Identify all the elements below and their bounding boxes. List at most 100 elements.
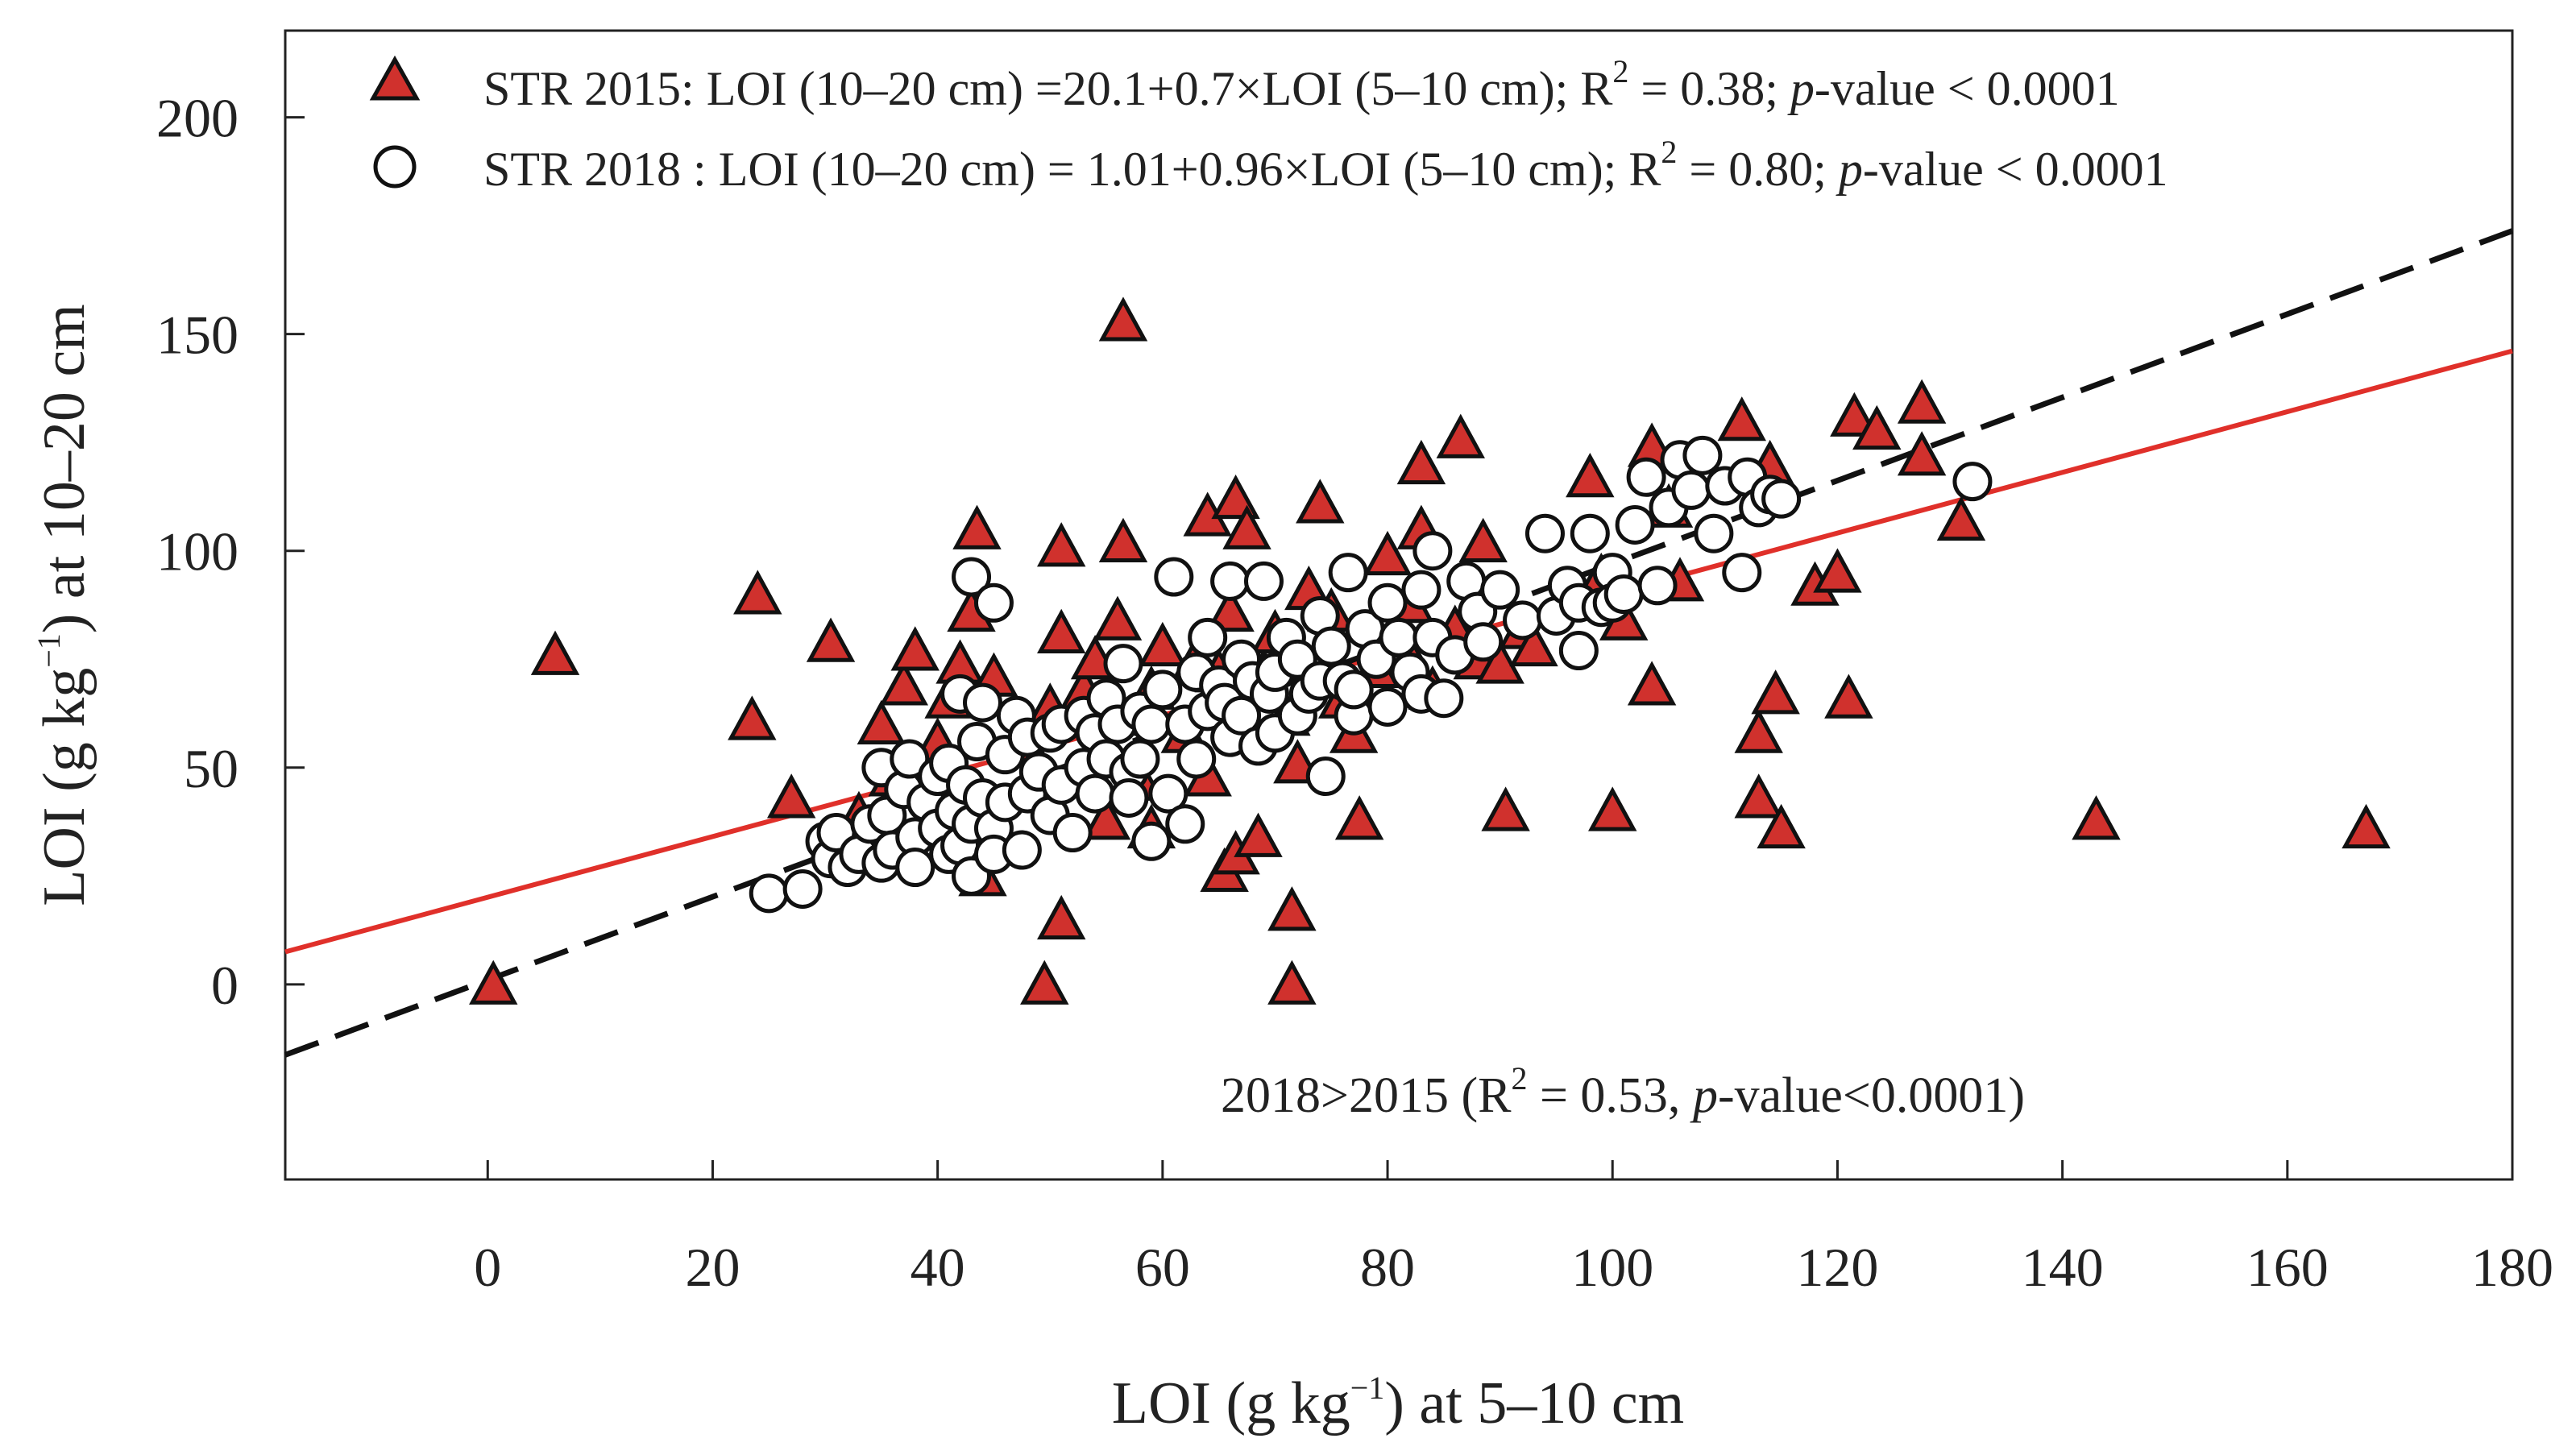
data-point-circle (1143, 669, 1183, 710)
legend-2018-middle: = 0.80; (1677, 143, 1839, 196)
data-point-circle (1626, 457, 1666, 497)
data-point-triangle (890, 626, 940, 671)
data-point-triangle (1436, 413, 1485, 458)
data-point-circle (782, 868, 823, 909)
x-axis-title: LOI (g kg−1) at 5–10 cm (1112, 1370, 1684, 1436)
data-point-triangle (1481, 786, 1530, 831)
data-point-triangle (1098, 296, 1148, 342)
data-point-triangle (766, 773, 816, 819)
data-point-circle (1367, 582, 1408, 623)
data-point-triangle (1138, 621, 1188, 667)
x-tick-label: 0 (474, 1237, 501, 1298)
data-point-triangle (530, 630, 580, 675)
y-axis: 0 50 100 150 200 (156, 88, 305, 1016)
data-point-circle (973, 582, 1014, 623)
data-point-triangle (1734, 708, 1783, 753)
x-tick-label: 120 (1796, 1237, 1878, 1298)
data-point-circle (1210, 561, 1251, 601)
x-tick-label: 20 (685, 1237, 740, 1298)
data-point-circle (1694, 513, 1734, 553)
annotation-sup: 2 (1511, 1060, 1527, 1096)
plot-frame (284, 29, 2514, 1181)
y-tick-label: 200 (156, 88, 239, 149)
x-axis-title-main: LOI (g kg (1112, 1370, 1350, 1436)
data-point-triangle (1098, 517, 1148, 562)
data-point-triangle (1234, 812, 1283, 857)
x-tick-label: 180 (2471, 1237, 2553, 1298)
data-point-triangle (469, 960, 518, 1005)
data-point-circle (1603, 574, 1644, 615)
data-point-circle (1480, 570, 1520, 610)
y-tick-label: 50 (184, 738, 239, 799)
data-point-circle (1334, 669, 1374, 710)
data-point-circle (1401, 570, 1441, 610)
data-point-circle (1503, 600, 1543, 640)
data-point-triangle (1813, 548, 1862, 593)
data-point-circle (1154, 557, 1194, 597)
data-point-triangle (1588, 786, 1637, 831)
data-point-triangle (952, 504, 1002, 549)
y-axis-title-after: ) at 10–20 cm (31, 304, 97, 633)
data-point-circle (1463, 622, 1504, 662)
legend-circle-marker (373, 145, 417, 189)
legend-2015-middle: = 0.38; (1628, 62, 1790, 115)
data-point-triangle (1036, 894, 1086, 940)
y-axis-title-sup: −1 (31, 633, 67, 668)
data-point-triangle (2072, 795, 2121, 840)
data-point-triangle (1205, 587, 1255, 632)
annotation-middle: = 0.53, (1527, 1068, 1692, 1123)
data-point-triangle (2342, 803, 2391, 849)
x-axis-title-after: ) at 5–10 cm (1384, 1370, 1684, 1436)
x-tick-label: 80 (1360, 1237, 1415, 1298)
x-tick-label: 140 (2022, 1237, 2104, 1298)
data-point-triangle (1363, 530, 1412, 576)
data-point-triangle (1020, 960, 1069, 1005)
data-point-circle (1165, 804, 1205, 844)
x-tick-label: 160 (2246, 1237, 2329, 1298)
data-point-triangle (1897, 379, 1947, 424)
data-point-circle (1328, 553, 1368, 593)
data-point-triangle (879, 661, 928, 706)
legend-2015-suffix: -value < 0.0001 (1815, 62, 2120, 115)
data-point-circle (1120, 739, 1160, 779)
data-point-circle (1570, 513, 1610, 553)
data-point-circle (1637, 566, 1678, 606)
data-point-triangle (733, 570, 782, 615)
data-point-circle (1524, 513, 1565, 553)
data-point-triangle (1936, 495, 1986, 541)
legend-2015-italic: p (1787, 62, 1815, 115)
data-markers (469, 296, 2391, 1005)
data-point-triangle (1566, 453, 1615, 498)
data-point-circle (1671, 470, 1711, 510)
data-point-circle (749, 873, 789, 914)
y-tick-label: 100 (156, 521, 239, 582)
data-point-triangle (1830, 392, 1879, 437)
data-point-circle (962, 682, 1002, 723)
data-point-circle (890, 739, 930, 779)
legend-2015-sup: 2 (1612, 53, 1628, 89)
data-point-triangle (1475, 639, 1524, 684)
data-point-triangle (857, 699, 906, 744)
data-point-triangle (728, 695, 777, 740)
data-point-circle (1176, 739, 1217, 779)
data-point-circle (1367, 686, 1408, 727)
y-tick-label: 0 (211, 955, 239, 1016)
annotation-prefix: 2018>2015 (R (1221, 1068, 1512, 1123)
data-point-triangle (1081, 795, 1131, 840)
data-point-triangle (1093, 595, 1143, 640)
data-point-triangle (1509, 621, 1558, 667)
data-point-triangle (1717, 396, 1766, 441)
data-point-circle (1131, 704, 1172, 744)
data-point-circle (895, 848, 935, 888)
data-point-circle (1103, 644, 1143, 684)
data-point-circle (1558, 631, 1599, 671)
data-point-triangle (1036, 608, 1086, 653)
data-point-triangle (1852, 404, 1902, 450)
comparison-annotation: 2018>2015 (R2 = 0.53, p-value<0.0001) (1221, 1060, 2025, 1123)
data-point-triangle (1334, 795, 1384, 840)
data-point-circle (1131, 821, 1172, 861)
legend-triangle-marker (369, 55, 421, 101)
legend-2018-sup: 2 (1661, 134, 1677, 170)
data-point-circle (1424, 678, 1464, 719)
